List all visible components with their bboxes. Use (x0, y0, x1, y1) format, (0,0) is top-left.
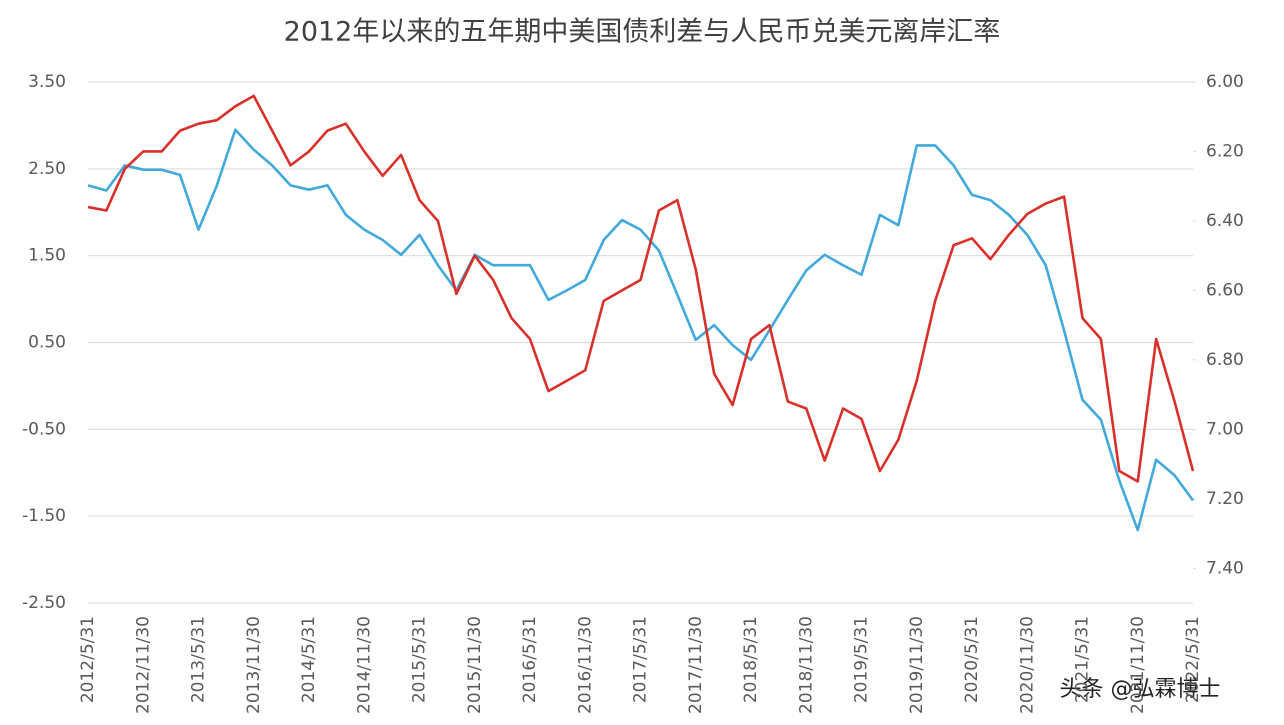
chart-title: 2012年以来的五年期中美国债利差与人民币兑美元离岸汇率 (284, 17, 1001, 48)
y-tick-label: 3.50 (28, 72, 66, 92)
x-tick-label: 2020/11/30 (1017, 616, 1037, 714)
y2-tick-label: 6.00 (1206, 72, 1244, 92)
x-tick-label: 2019/11/30 (907, 616, 927, 714)
y-tick-label: 2.50 (28, 159, 66, 179)
x-tick-label: 2017/5/31 (631, 616, 651, 703)
y2-tick-label: 7.40 (1206, 558, 1244, 578)
series-line (87, 94, 1195, 483)
x-tick-label: 2020/5/31 (962, 616, 982, 703)
y2-tick-label: 6.40 (1206, 211, 1244, 231)
x-tick-label: 2019/5/31 (852, 616, 872, 703)
x-tick-label: 2018/5/31 (741, 616, 761, 703)
x-tick-label: 2016/11/30 (575, 616, 595, 714)
watermark: 头条 @弘霖博士 (1060, 677, 1221, 702)
y2-tick-label: 6.20 (1206, 141, 1244, 161)
y-tick-label: -0.50 (22, 419, 66, 439)
x-tick-label: 2021/11/30 (1128, 616, 1148, 714)
x-tick-label: 2018/11/30 (796, 616, 816, 714)
y-tick-label: -1.50 (22, 506, 66, 526)
series-line (87, 128, 1195, 532)
y2-tick-label: 7.00 (1206, 419, 1244, 439)
x-tick-label: 2016/5/31 (520, 616, 540, 703)
y2-tick-label: 6.80 (1206, 350, 1244, 370)
x-tick-label: 2021/5/31 (1073, 616, 1093, 703)
y2-tick-label: 7.20 (1206, 489, 1244, 509)
y2-tick-label: 6.60 (1206, 280, 1244, 300)
x-tick-label: 2013/11/30 (244, 616, 264, 714)
x-tick-label: 2015/11/30 (465, 616, 485, 714)
x-tick-label: 2014/11/30 (354, 616, 374, 714)
x-tick-label: 2022/5/31 (1183, 616, 1203, 703)
x-tick-label: 2013/5/31 (189, 616, 209, 703)
y-tick-label: -2.50 (22, 593, 66, 613)
y-tick-label: 0.50 (28, 333, 66, 353)
x-tick-label: 2012/11/30 (133, 616, 153, 714)
x-tick-label: 2014/5/31 (299, 616, 319, 703)
y-tick-label: 1.50 (28, 246, 66, 266)
x-tick-label: 2017/11/30 (686, 616, 706, 714)
x-tick-label: 2012/5/31 (78, 616, 98, 703)
x-tick-label: 2015/5/31 (410, 616, 430, 703)
